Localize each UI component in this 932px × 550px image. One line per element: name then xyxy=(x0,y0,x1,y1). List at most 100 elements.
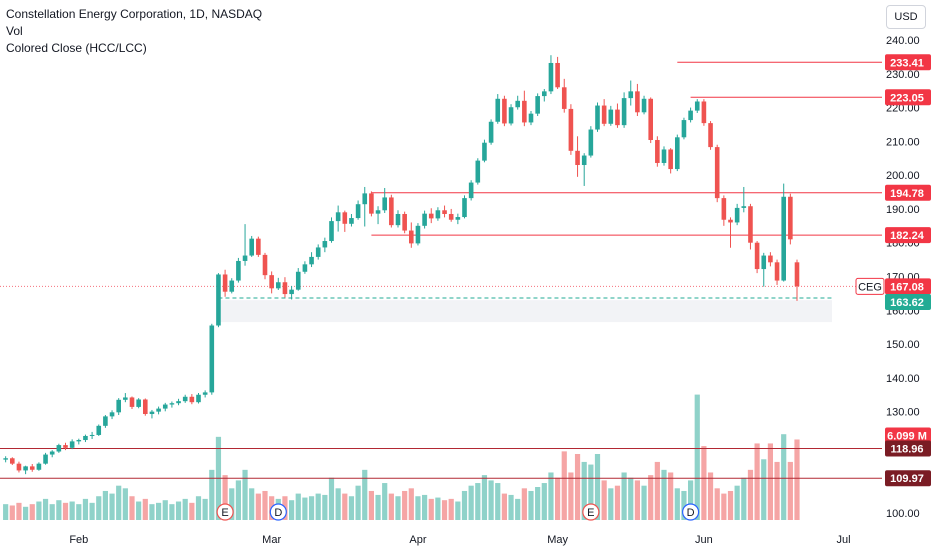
candle-body xyxy=(369,193,374,214)
candle-body xyxy=(694,101,700,111)
volume-bar xyxy=(102,490,108,520)
candle-body xyxy=(728,219,733,223)
candle-body xyxy=(774,262,780,281)
currency-button[interactable]: USD xyxy=(886,5,926,29)
candle-body xyxy=(322,241,328,248)
candle-body xyxy=(202,392,208,395)
candle-body xyxy=(761,255,767,270)
candle-body xyxy=(581,155,587,166)
candle-body xyxy=(781,196,786,281)
volume-bar xyxy=(9,505,15,520)
volume-bar xyxy=(302,497,308,520)
price-level-badge-text: 182.24 xyxy=(890,230,925,242)
price-axis-tick: 150.00 xyxy=(886,339,920,351)
earnings-marker[interactable] xyxy=(582,503,600,521)
colored-close-indicator-label[interactable]: Colored Close (HCC/LCC) xyxy=(6,41,147,55)
ticker-tag-text: CEG xyxy=(858,281,882,293)
volume-bar xyxy=(175,501,182,520)
candle-body xyxy=(734,207,740,223)
candle-body xyxy=(29,466,35,470)
candle-body xyxy=(315,247,321,257)
candle-body xyxy=(628,91,634,99)
candle-body xyxy=(349,218,354,224)
price-level-badge xyxy=(885,184,931,201)
volume-bar xyxy=(767,443,773,520)
candle-body xyxy=(422,213,427,226)
candle-body xyxy=(69,441,75,448)
volume-bar xyxy=(422,494,428,520)
volume-bar xyxy=(375,494,381,520)
time-axis-label: Mar xyxy=(262,534,281,546)
price-axis-tick: 100.00 xyxy=(886,508,920,520)
dividend-marker[interactable] xyxy=(269,503,287,521)
price-axis-tick: 140.00 xyxy=(886,373,920,385)
volume-bar xyxy=(721,493,727,520)
volume-bar xyxy=(515,498,521,520)
price-level-badge-text: 233.41 xyxy=(890,57,924,69)
candle-body xyxy=(661,149,667,163)
price-axis-tick: 190.00 xyxy=(886,204,920,216)
candle-body xyxy=(156,408,161,412)
candle-body xyxy=(708,123,713,148)
symbol-title[interactable]: Constellation Energy Corporation, 1D, NA… xyxy=(6,7,263,21)
volume-bar xyxy=(69,501,75,520)
volume-bar xyxy=(468,485,474,520)
volume-bar xyxy=(681,490,687,520)
candle-body xyxy=(409,230,414,244)
candle-body xyxy=(36,463,42,470)
earnings-marker[interactable] xyxy=(216,503,234,521)
candle-body xyxy=(522,100,527,123)
candle-body xyxy=(588,129,594,156)
ticker-tag xyxy=(855,277,885,295)
volume-bar xyxy=(142,498,148,520)
volume-bar xyxy=(495,483,501,520)
candle-body xyxy=(542,91,547,97)
dividend-marker[interactable] xyxy=(681,503,700,521)
volume-bar xyxy=(787,461,793,520)
volume-bar xyxy=(42,498,49,520)
volume-bar xyxy=(601,480,607,520)
volume-bar xyxy=(415,496,421,520)
candle-body xyxy=(342,212,348,224)
candle-body xyxy=(382,197,387,211)
candle-body xyxy=(216,274,221,326)
candle-body xyxy=(621,98,627,126)
volume-bar xyxy=(388,493,394,520)
price-level-badge xyxy=(885,227,931,244)
volume-bar xyxy=(441,500,448,520)
volume-bar xyxy=(628,477,634,520)
price-axis-tick: 200.00 xyxy=(886,170,920,182)
candle-body xyxy=(189,396,195,403)
volume-bar xyxy=(561,451,567,520)
volume-bar xyxy=(156,502,162,520)
volume-bar xyxy=(734,485,740,520)
candle-body xyxy=(575,150,580,166)
candle-body xyxy=(515,100,520,108)
volume-bar xyxy=(229,488,235,520)
candle-body xyxy=(49,451,55,455)
volume-bar xyxy=(428,498,434,520)
candle-body xyxy=(688,110,693,121)
candle-body xyxy=(295,271,301,290)
candle-body xyxy=(276,282,281,289)
candle-body xyxy=(648,98,653,141)
time-axis-label: Jul xyxy=(837,534,851,546)
candle-body xyxy=(681,120,687,138)
volume-bar xyxy=(794,439,800,520)
candle-body xyxy=(109,412,115,417)
volume-bar xyxy=(435,497,441,520)
candle-body xyxy=(256,238,261,255)
volume-bar xyxy=(362,469,368,520)
candle-body xyxy=(83,435,88,441)
candle-body xyxy=(63,445,68,448)
candle-body xyxy=(641,98,647,113)
candle-body xyxy=(329,221,334,242)
volume-bar xyxy=(335,488,341,520)
volume-bar xyxy=(136,501,142,520)
candle-body xyxy=(468,182,474,199)
volume-bar xyxy=(348,496,355,520)
candle-body xyxy=(355,204,361,219)
candle-body xyxy=(56,445,62,452)
volume-indicator-label[interactable]: Vol xyxy=(6,24,23,38)
